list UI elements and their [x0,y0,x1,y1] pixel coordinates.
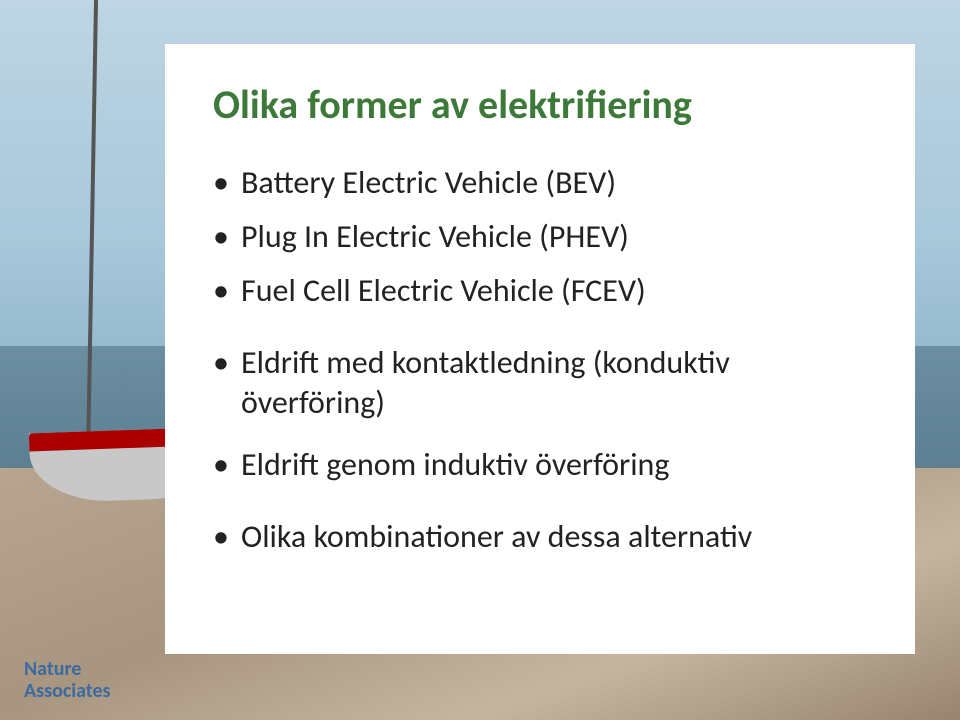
list-item: Fuel Cell Electric Vehicle (FCEV) [213,271,871,311]
slide-title: Olika former av elektrifiering [213,80,871,129]
list-item: Olika kombinationer av dessa alternativ [213,517,871,557]
footer-line2: Associates [24,680,111,702]
list-item: Battery Electric Vehicle (BEV) [213,163,871,203]
footer-logo-text: Nature Associates [24,658,111,702]
content-box: Olika former av elektrifiering Battery E… [165,44,915,654]
bullet-list: Battery Electric Vehicle (BEV) Plug In E… [213,163,871,557]
slide: Olika former av elektrifiering Battery E… [0,0,960,720]
footer-line1: Nature [24,658,111,680]
list-item: Eldrift med kontaktledning (konduktiv öv… [213,343,871,423]
list-item: Eldrift genom induktiv överföring [213,445,871,485]
list-item: Plug In Electric Vehicle (PHEV) [213,217,871,257]
